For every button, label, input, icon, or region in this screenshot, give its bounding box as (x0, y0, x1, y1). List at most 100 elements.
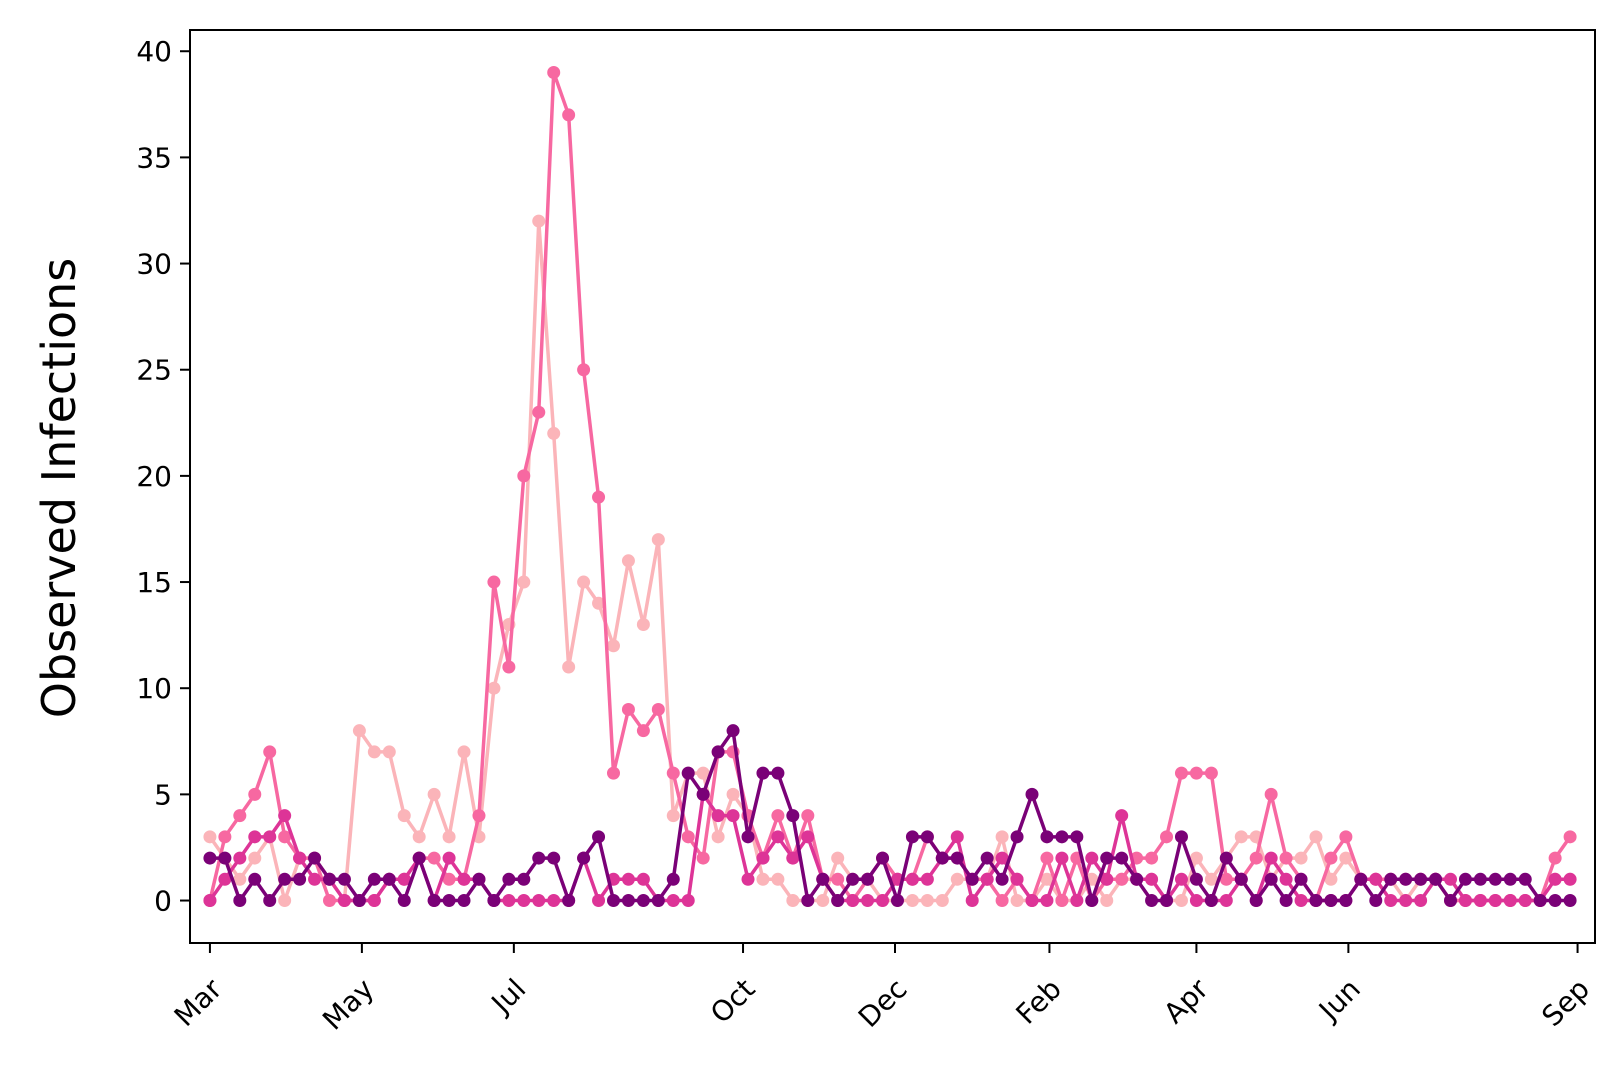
data-point (592, 490, 606, 504)
data-point (218, 872, 232, 886)
data-point (1189, 872, 1203, 886)
data-point (1533, 894, 1547, 908)
data-point (1010, 894, 1024, 908)
data-point (816, 894, 830, 908)
data-point (1174, 894, 1188, 908)
data-point (1444, 894, 1458, 908)
data-point (1279, 851, 1293, 865)
data-point (1414, 872, 1428, 886)
data-point (442, 872, 456, 886)
data-point (1399, 894, 1413, 908)
data-point (1264, 872, 1278, 886)
data-point (1040, 851, 1054, 865)
data-point (323, 872, 336, 886)
data-point (233, 872, 247, 886)
data-point (1160, 830, 1174, 844)
data-point (876, 851, 890, 865)
data-point (1219, 872, 1233, 886)
data-point (382, 745, 396, 759)
data-point (1354, 872, 1368, 886)
data-point (457, 872, 471, 886)
data-point (786, 809, 800, 823)
data-point (1115, 872, 1129, 886)
data-point (487, 575, 501, 589)
data-point (1294, 851, 1308, 865)
data-point (1324, 894, 1338, 908)
data-point (950, 851, 964, 865)
data-point (1219, 894, 1233, 908)
data-point (1309, 894, 1323, 908)
data-point (651, 702, 665, 716)
data-point (1324, 851, 1338, 865)
data-point (472, 809, 486, 823)
data-point (1204, 894, 1218, 908)
data-point (621, 554, 635, 568)
data-point (920, 894, 934, 908)
y-tick-label: 30 (136, 248, 172, 281)
data-point (308, 872, 322, 886)
data-point (517, 575, 531, 589)
data-point (621, 702, 635, 716)
data-point (1518, 894, 1532, 908)
data-point (1503, 894, 1517, 908)
data-point (248, 830, 262, 844)
data-point (786, 894, 800, 908)
data-point (666, 809, 680, 823)
data-point (681, 766, 695, 780)
data-point (1458, 894, 1472, 908)
data-point (1145, 894, 1159, 908)
data-point (1040, 894, 1054, 908)
data-point (935, 851, 949, 865)
data-point (412, 851, 426, 865)
data-point (726, 787, 740, 801)
data-point (666, 766, 680, 780)
data-point (1145, 851, 1159, 865)
data-point (1234, 830, 1248, 844)
data-point (1458, 872, 1472, 886)
data-point (995, 894, 1009, 908)
data-point (278, 830, 292, 844)
data-point (248, 787, 262, 801)
data-point (1085, 894, 1099, 908)
data-point (442, 894, 456, 908)
data-point (233, 809, 247, 823)
data-point (1488, 872, 1502, 886)
data-point (517, 469, 531, 483)
data-point (457, 745, 471, 759)
data-point (861, 872, 875, 886)
plot-frame (189, 29, 1596, 944)
data-point (1219, 851, 1233, 865)
data-point (1473, 872, 1487, 886)
data-point (203, 830, 217, 844)
data-point (1070, 894, 1084, 908)
data-point (636, 872, 650, 886)
data-point (218, 830, 232, 844)
y-tick-label: 5 (154, 778, 172, 811)
data-point (606, 639, 620, 653)
data-point (1488, 894, 1502, 908)
data-point (756, 766, 770, 780)
data-point (203, 851, 217, 865)
data-point (532, 405, 546, 419)
y-tick-label: 20 (136, 460, 172, 493)
data-point (651, 533, 665, 547)
data-point (950, 872, 964, 886)
data-point (293, 872, 307, 886)
data-point (995, 872, 1009, 886)
data-point (323, 894, 336, 908)
data-point (1160, 894, 1174, 908)
data-point (890, 894, 904, 908)
data-point (547, 65, 561, 79)
data-point (352, 894, 366, 908)
data-point (1473, 894, 1487, 908)
data-point (1548, 894, 1562, 908)
data-point (577, 363, 591, 377)
data-point (651, 894, 665, 908)
data-point (367, 745, 381, 759)
data-point (606, 766, 620, 780)
data-point (1174, 830, 1188, 844)
data-point (756, 872, 770, 886)
data-point (263, 745, 277, 759)
data-point (1563, 830, 1577, 844)
data-point (337, 872, 351, 886)
